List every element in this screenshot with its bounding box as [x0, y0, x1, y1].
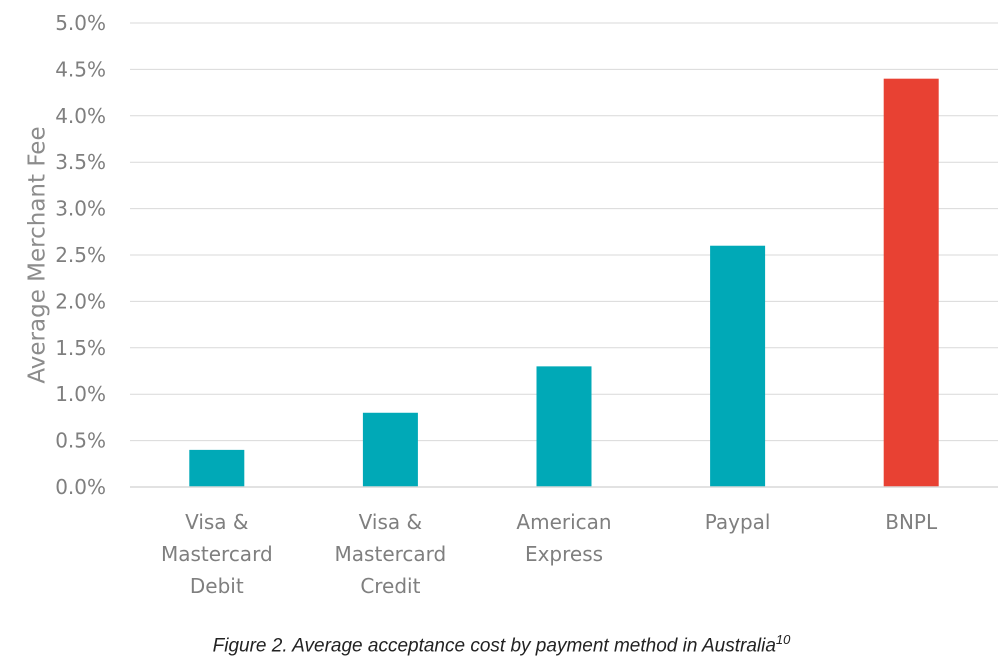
x-axis-categories: Visa & Mastercard Debit Visa & Mastercard Cre… [161, 510, 938, 598]
bar [189, 449, 245, 487]
caption-footnote-ref: 10 [775, 632, 791, 647]
x-category-label-line: American [516, 510, 611, 534]
x-category-label: Paypal [705, 510, 771, 534]
bar [536, 366, 592, 487]
figure-caption: Figure 2. Average acceptance cost by pay… [0, 632, 1003, 657]
y-tick-label: 3.0% [55, 197, 106, 221]
y-tick-label: 0.5% [55, 429, 106, 453]
x-category-label-line: Visa & [359, 510, 422, 534]
x-category-label-line: Debit [190, 574, 244, 598]
x-category-label-line: Visa & [185, 510, 248, 534]
x-category-label-line: BNPL [885, 510, 938, 534]
x-category-label: Visa & Mastercard Credit [335, 510, 447, 598]
y-axis-title: Average Merchant Fee [25, 126, 51, 383]
y-axis-ticks: 0.0% 0.5% 1.0% 1.5% 2.0% 2.5% 3.0% 3.5% 4.0% 4.5%… [55, 11, 106, 499]
gridlines [130, 22, 998, 442]
bar [883, 78, 939, 488]
y-tick-label: 2.5% [55, 243, 106, 267]
y-tick-label: 1.0% [55, 382, 106, 406]
y-tick-label: 0.0% [55, 475, 106, 499]
x-category-label: Visa & Mastercard Debit [161, 510, 273, 598]
y-tick-label: 5.0% [55, 11, 106, 35]
y-tick-label: 4.0% [55, 104, 106, 128]
y-tick-label: 3.5% [55, 150, 106, 174]
x-category-label-line: Credit [360, 574, 420, 598]
bar [362, 412, 418, 487]
x-category-label: American Express [516, 510, 611, 566]
y-tick-label: 1.5% [55, 336, 106, 360]
bar-chart: 0.0% 0.5% 1.0% 1.5% 2.0% 2.5% 3.0% 3.5% 4.0% 4.5%… [25, 11, 998, 598]
x-category-label-line: Express [525, 542, 603, 566]
bar [710, 245, 766, 487]
x-category-label-line: Paypal [705, 510, 771, 534]
caption-text: Figure 2. Average acceptance cost by pay… [212, 635, 776, 657]
x-category-label-line: Mastercard [161, 542, 273, 566]
y-tick-label: 4.5% [55, 57, 106, 81]
x-category-label: BNPL [885, 510, 938, 534]
bars [189, 78, 939, 488]
y-tick-label: 2.0% [55, 289, 106, 313]
x-category-label-line: Mastercard [335, 542, 447, 566]
